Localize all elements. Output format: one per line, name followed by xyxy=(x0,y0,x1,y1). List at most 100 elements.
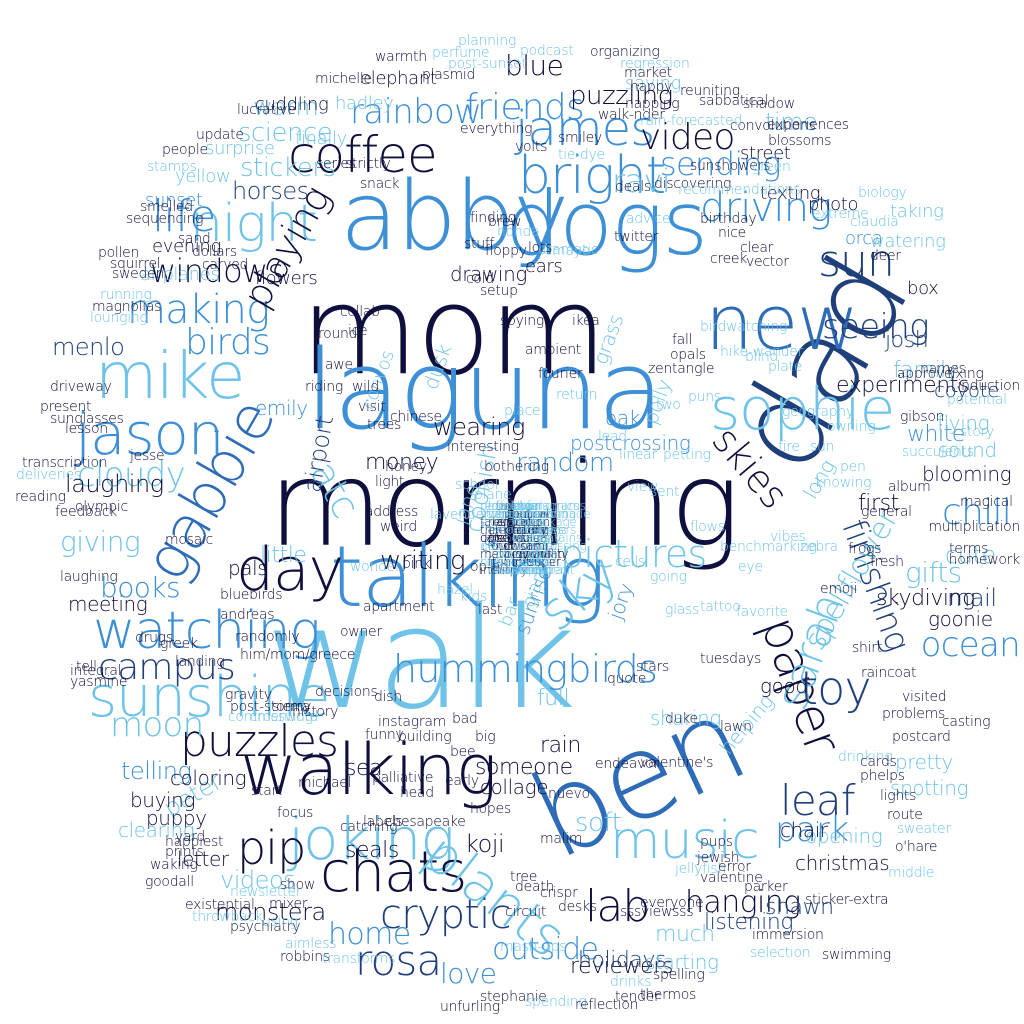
word-bothering: bothering xyxy=(484,459,549,475)
word-valentine-s: valentine's xyxy=(640,755,714,771)
word-riding: riding xyxy=(305,379,344,395)
word-tuesdays: tuesdays xyxy=(700,651,762,667)
word-sunshowers: sunshowers xyxy=(690,158,771,174)
word-letting: letting xyxy=(512,539,549,553)
word-grind: grind xyxy=(520,555,550,569)
word-chinese: chinese xyxy=(390,409,442,425)
word-glows: glows xyxy=(504,499,537,513)
word-luci: luci xyxy=(520,515,540,529)
word-reuniting: reuniting xyxy=(680,83,740,99)
word-squirrel: squirrel xyxy=(110,256,161,272)
word-palliative: palliative xyxy=(372,770,434,786)
word-walk-nder: walk-nder xyxy=(598,107,665,123)
word-stars: stars xyxy=(636,659,670,675)
word-crossword: crossword xyxy=(250,709,319,725)
word-new: new xyxy=(705,278,859,367)
word-thermos: thermos xyxy=(640,987,697,1003)
word-yasmine: yasmine xyxy=(70,674,128,690)
word-sssviewsss: sssviewsss xyxy=(620,904,694,920)
word-pollen: pollen xyxy=(98,245,140,261)
word-cryptic: cryptic xyxy=(380,892,512,938)
word-driveway: driveway xyxy=(50,379,112,395)
word-coffee: coffee xyxy=(288,126,438,184)
word-mother-s: mother's xyxy=(488,531,540,545)
word-blooming: blooming xyxy=(922,462,1012,486)
word-honey: honey xyxy=(385,459,427,475)
word-present: present xyxy=(40,399,92,415)
word-lawn: lawn xyxy=(720,719,752,735)
word-holidays: holidays xyxy=(578,948,667,973)
word-parker: parker xyxy=(744,879,788,895)
word-smiley: smiley xyxy=(558,130,602,146)
word-album: album xyxy=(888,479,931,495)
word-meeting: meeting xyxy=(68,592,148,616)
word-visit: visit xyxy=(358,399,386,415)
word-deliveries: deliveries xyxy=(16,467,81,483)
word-return: return xyxy=(556,387,598,403)
word-friday: friday xyxy=(528,531,562,545)
word-casting: casting xyxy=(942,714,991,730)
word-love: love xyxy=(440,957,497,990)
word-koji: koji xyxy=(465,830,505,858)
word-extreme: extreme xyxy=(812,206,869,222)
word-first: first xyxy=(858,491,899,516)
word-michael: michael xyxy=(298,775,352,791)
word-gibson: gibson xyxy=(900,409,945,425)
word-phelps: phelps xyxy=(860,768,905,784)
word-dogs: dogs xyxy=(505,172,708,275)
word-wearing: wearing xyxy=(433,413,525,441)
word-gifts: gifts xyxy=(905,556,962,589)
word-spotting: spotting xyxy=(890,776,969,800)
word-driving: driving xyxy=(700,185,832,231)
word-biology: biology xyxy=(858,185,907,201)
word-clear: clear xyxy=(740,240,774,256)
word-owning: owning xyxy=(827,419,876,435)
word-magical: magical xyxy=(960,494,1013,510)
word-a-o: año xyxy=(496,515,518,529)
word-street: street xyxy=(740,143,791,164)
word-round: round xyxy=(318,326,358,342)
word-clearing: clearing xyxy=(118,818,195,842)
word-hawk: hawk xyxy=(496,531,527,545)
word-cloudy: cloudy xyxy=(77,455,186,495)
word-catching: catching xyxy=(340,819,398,835)
word-poster: poster xyxy=(528,563,565,577)
word-handmade: handmade xyxy=(528,507,591,521)
word-books: books xyxy=(100,571,181,604)
word-ambient: ambient xyxy=(525,342,582,358)
word-trials: trials xyxy=(520,499,549,513)
word-hike-wander: hike-wander xyxy=(720,344,804,360)
word-fire: fire xyxy=(778,439,800,455)
word-organizing: organizing xyxy=(590,44,660,60)
word-vibes: vibes xyxy=(770,529,806,545)
word-creek: creek xyxy=(710,251,748,267)
word-geography: geography xyxy=(782,404,854,420)
word-death: death xyxy=(515,879,555,895)
word-planning: planning xyxy=(458,33,517,49)
word-anagrams: anagrams xyxy=(528,499,586,513)
word-capillary: capillary xyxy=(488,507,537,521)
word-cute: cute xyxy=(945,541,996,569)
word-approve: approve xyxy=(897,366,953,382)
word-blind: blind xyxy=(745,349,779,365)
word-linear: linear xyxy=(619,447,657,463)
word-ill: ill xyxy=(504,539,514,553)
word-notifications: notifications xyxy=(496,523,567,537)
word-blossoms: blossoms xyxy=(768,133,832,149)
word-respiration: respiration xyxy=(488,515,550,529)
word-lucrative: lucrative xyxy=(237,102,296,118)
word-reviewers: reviewers xyxy=(570,954,673,979)
word-perfect: perfect xyxy=(480,499,522,513)
word-sunshine: sunshine xyxy=(88,665,330,730)
word-spying: spying xyxy=(500,313,544,329)
word-prints: prints xyxy=(165,844,204,860)
word-head: head xyxy=(400,785,434,801)
word-beach: beach xyxy=(504,531,540,545)
word-elephants: elephants xyxy=(488,523,546,537)
word-rainbow: rainbow xyxy=(350,92,482,132)
word-pleading: pleading xyxy=(496,547,546,561)
word-raincoat: raincoat xyxy=(861,665,917,681)
word-horses: horses xyxy=(232,177,309,205)
word-shrub: shrub xyxy=(520,563,553,577)
word-lavender: lavender xyxy=(430,507,490,523)
